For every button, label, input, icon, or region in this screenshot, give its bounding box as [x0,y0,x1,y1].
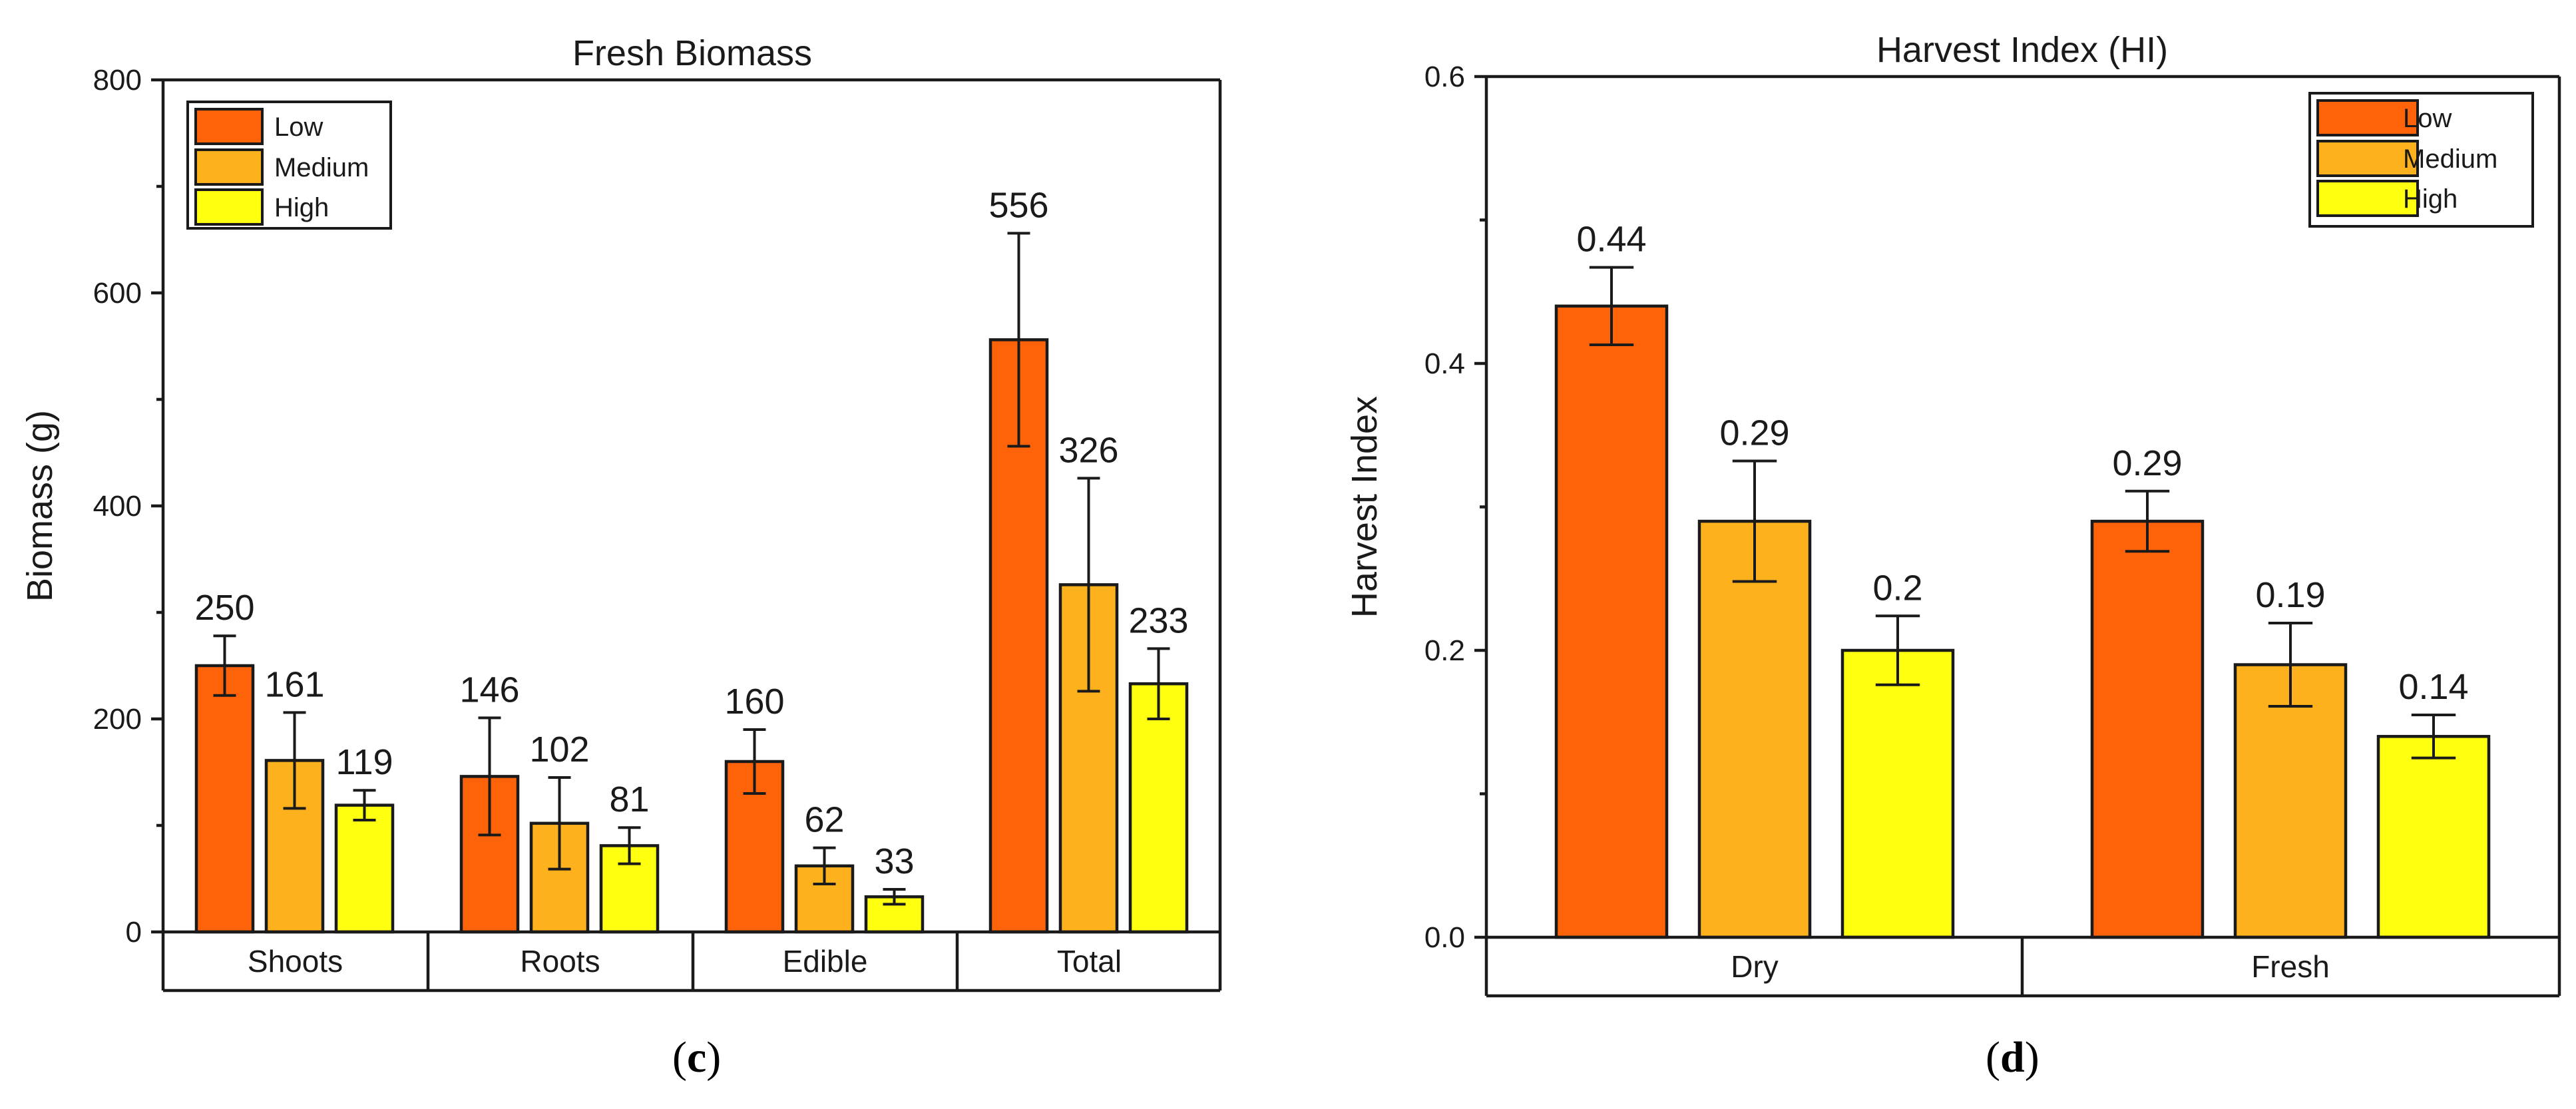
legend: Low Medium High [2308,92,2534,228]
error-bar-low-edible [743,728,766,795]
bar-high-shoots [334,803,395,934]
panel-label-open: ( [1986,1033,2000,1082]
bar-medium-dry [1697,519,1812,939]
error-bar-medium-edible [813,846,836,885]
y-tick-label-0: 0 [126,916,142,949]
panel-label-open: ( [672,1033,687,1082]
bar-high-fresh [2376,735,2491,939]
y-axis-label: Biomass (g) [20,410,60,602]
data-label-high-total: 233 [1128,600,1188,640]
panel-label-close: ) [706,1033,721,1082]
y-tick-label-200: 200 [93,703,142,736]
data-label-medium-shoots: 161 [264,664,324,704]
legend-swatch-low [194,108,264,145]
panel-label-letter: c [687,1033,706,1082]
data-label-low-fresh: 0.29 [2112,443,2182,483]
category-label-edible: Edible [783,944,868,979]
bar-low-shoots [194,664,255,934]
error-bar-high-fresh [2411,713,2456,760]
y-tick-label-0.4: 0.4 [1424,347,1465,380]
error-bar-low-fresh [2125,489,2170,553]
data-label-high-edible: 33 [874,841,914,881]
error-bar-medium-fresh [2268,622,2313,708]
category-label-fresh: Fresh [2251,949,2330,984]
error-bar-low-total [1007,232,1030,448]
y-axis-label: Harvest Index [1345,396,1385,618]
error-bar-high-dry [1875,614,1920,686]
y-tick-label-800: 800 [93,64,142,97]
error-bar-low-roots [478,716,501,837]
error-bar-medium-dry [1732,459,1777,583]
data-label-medium-dry: 0.29 [1719,413,1789,453]
bar-high-dry [1840,648,1955,939]
legend-label-medium: Medium [2403,144,2497,174]
data-label-high-dry: 0.2 [1872,568,1922,608]
legend-swatch-medium [2316,140,2419,177]
legend-label-medium: Medium [274,153,369,182]
panel-label: (c) [672,1033,721,1082]
data-label-low-total: 556 [988,185,1048,225]
category-label-dry: Dry [1731,949,1779,984]
y-tick-label-0.2: 0.2 [1424,634,1465,667]
chart-title: Fresh Biomass [572,33,812,73]
legend-swatch-low [2316,99,2419,136]
panel-label: (d) [1986,1033,2039,1082]
data-label-medium-total: 326 [1058,430,1118,470]
y-tick-label-0.6: 0.6 [1424,61,1465,93]
y-tick-label-0.0: 0.0 [1424,921,1465,954]
data-label-low-shoots: 250 [194,588,254,628]
data-label-high-fresh: 0.14 [2398,667,2468,707]
legend: Low Medium High [186,101,392,230]
error-bar-high-roots [618,826,641,865]
error-bar-medium-roots [548,776,571,871]
bar-low-fresh [2090,519,2205,939]
panel-label-letter: d [2000,1033,2025,1082]
data-label-medium-fresh: 0.19 [2255,575,2325,615]
legend-swatch-high [194,188,264,226]
data-label-high-roots: 81 [609,779,649,819]
data-label-high-shoots: 119 [335,742,393,782]
error-bar-low-shoots [213,634,236,697]
bar-high-total [1128,682,1189,934]
category-label-total: Total [1057,944,1122,979]
data-label-low-dry: 0.44 [1576,220,1646,260]
y-tick-label-600: 600 [93,277,142,310]
legend-label-low: Low [2403,104,2452,133]
chart-2: 0.44 0.29 0.29 0.19 0.2 0.14 0.0 0.2 0.4 0.6 Dry Fr… [1345,30,2561,1082]
legend-swatch-high [2316,180,2419,217]
data-label-low-roots: 146 [459,670,519,710]
legend-label-high: High [274,193,329,222]
error-bar-high-total [1147,647,1170,720]
panel-label-close: ) [2025,1033,2039,1082]
error-bar-high-edible [883,888,906,906]
category-label-roots: Roots [520,944,600,979]
data-label-medium-roots: 102 [529,730,589,770]
legend-swatch-medium [194,148,264,186]
error-bar-medium-shoots [283,711,306,810]
y-tick-label-400: 400 [93,490,142,523]
error-bar-low-dry [1589,266,1634,346]
data-label-low-edible: 160 [724,682,784,722]
data-label-medium-edible: 62 [804,800,844,840]
bar-low-dry [1554,304,1669,939]
chart-title: Harvest Index (HI) [1876,30,2168,70]
chart-1: 250 146 160 556 161 102 62 326 119 81 33 233 0 200 400… [20,33,1222,1082]
legend-label-high: High [2403,184,2458,214]
category-label-shoots: Shoots [248,944,343,979]
legend-label-low: Low [274,112,323,142]
error-bar-medium-total [1077,477,1100,693]
error-bar-high-shoots [353,789,376,821]
